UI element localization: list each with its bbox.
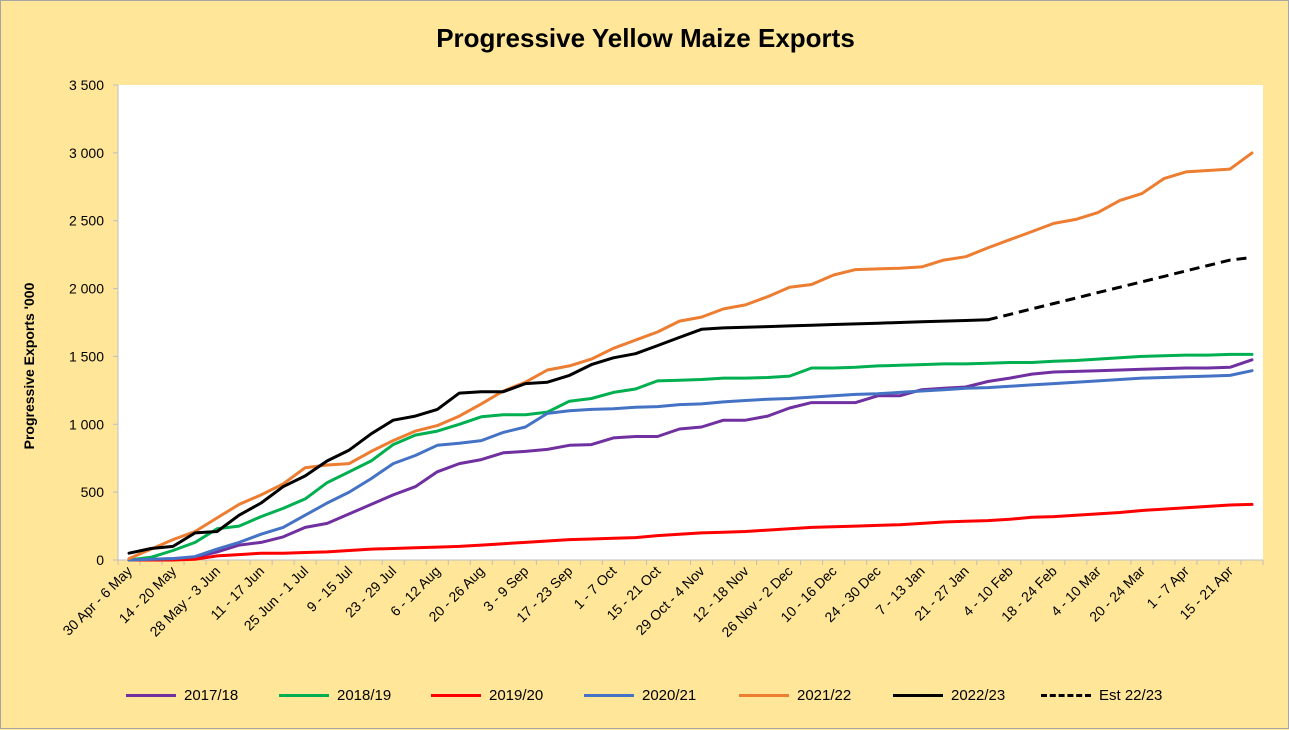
legend-label: 2017/18 xyxy=(184,687,239,704)
chart-title: Progressive Yellow Maize Exports xyxy=(436,23,855,53)
series-line-2021-22 xyxy=(127,151,1254,561)
series-line-2018-19 xyxy=(127,352,1254,562)
y-tick-label: 1 000 xyxy=(69,416,104,432)
y-tick-label: 2 500 xyxy=(69,213,104,229)
legend-swatch xyxy=(1041,694,1091,697)
y-tick-label: 3 000 xyxy=(69,145,104,161)
series-line-2017-18 xyxy=(127,358,1254,562)
y-tick-label: 500 xyxy=(81,484,105,500)
legend-item: Est 22/23 xyxy=(1041,687,1162,704)
series-line-2019-20 xyxy=(127,502,1254,562)
legend-swatch xyxy=(584,694,634,697)
series-line-2020-21 xyxy=(127,369,1254,562)
plot-area xyxy=(118,85,1263,560)
y-tick-label: 3 500 xyxy=(69,77,104,93)
legend-label: 2019/20 xyxy=(489,687,544,704)
legend-label: 2022/23 xyxy=(951,687,1006,704)
legend-item: 2018/19 xyxy=(279,687,391,704)
legend-item: 2022/23 xyxy=(893,687,1005,704)
series-line-2022-23 xyxy=(127,318,990,555)
legend-item: 2019/20 xyxy=(431,687,543,704)
legend-swatch xyxy=(893,694,943,697)
legend-label: 2018/19 xyxy=(337,687,392,704)
legend-label: 2021/22 xyxy=(797,687,852,704)
legend-item: 2021/22 xyxy=(739,687,851,704)
x-tick-label: 30 Apr - 6 May xyxy=(59,563,135,639)
legend-label: Est 22/23 xyxy=(1099,687,1163,704)
y-tick-label: 2 000 xyxy=(69,281,104,297)
legend-item: 2017/18 xyxy=(126,687,238,704)
legend-swatch xyxy=(739,694,789,697)
legend-swatch xyxy=(279,694,329,697)
y-tick-label: 0 xyxy=(96,552,104,568)
legend-item: 2020/21 xyxy=(584,687,696,704)
legend-label: 2020/21 xyxy=(642,687,697,704)
series-line-est-22-23 xyxy=(987,255,1253,322)
y-tick-label: 1 500 xyxy=(69,348,104,364)
legend: 2017/18 2018/19 2019/20 2020/21 2021/22 2022/… xyxy=(1,687,1289,711)
legend-swatch xyxy=(126,694,176,697)
legend-swatch xyxy=(431,694,481,697)
